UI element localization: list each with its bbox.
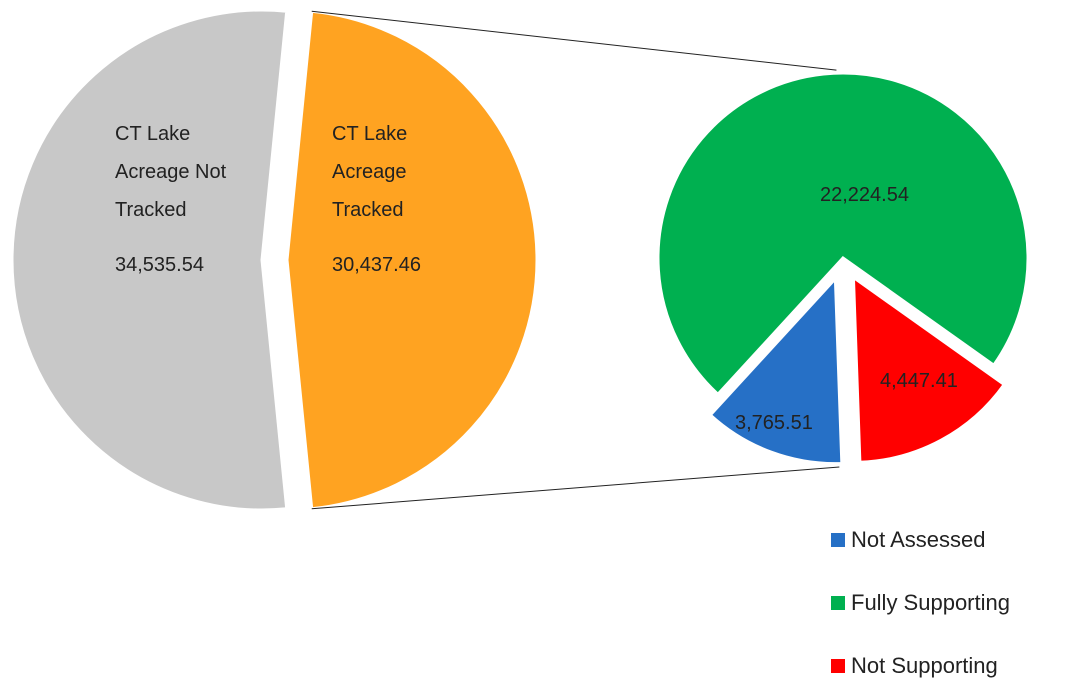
legend-label: Fully Supporting xyxy=(851,590,1010,615)
slice-label: CT Lake Acreage Not Tracked xyxy=(115,123,227,221)
value-label: 34,535.54 xyxy=(115,254,204,276)
slice-label: CT Lake Acreage Tracked xyxy=(332,123,408,221)
value-label: 22,224.54 xyxy=(820,184,909,206)
legend-label: Not Assessed xyxy=(851,527,986,552)
value-label: 30,437.46 xyxy=(332,254,421,276)
value-label: 3,765.51 xyxy=(735,412,813,434)
legend-swatch xyxy=(831,659,845,673)
pie-slice xyxy=(851,274,1007,464)
pie-slice xyxy=(656,71,1030,397)
connector-line xyxy=(311,466,840,510)
pie-slice xyxy=(708,274,844,466)
legend-label: Not Supporting xyxy=(851,653,998,678)
pie-slice xyxy=(285,9,539,511)
value-label: 4,447.41 xyxy=(880,370,958,392)
legend-swatch xyxy=(831,533,845,547)
pie-slice xyxy=(10,8,289,512)
legend-swatch xyxy=(831,596,845,610)
connector-line xyxy=(311,10,837,71)
